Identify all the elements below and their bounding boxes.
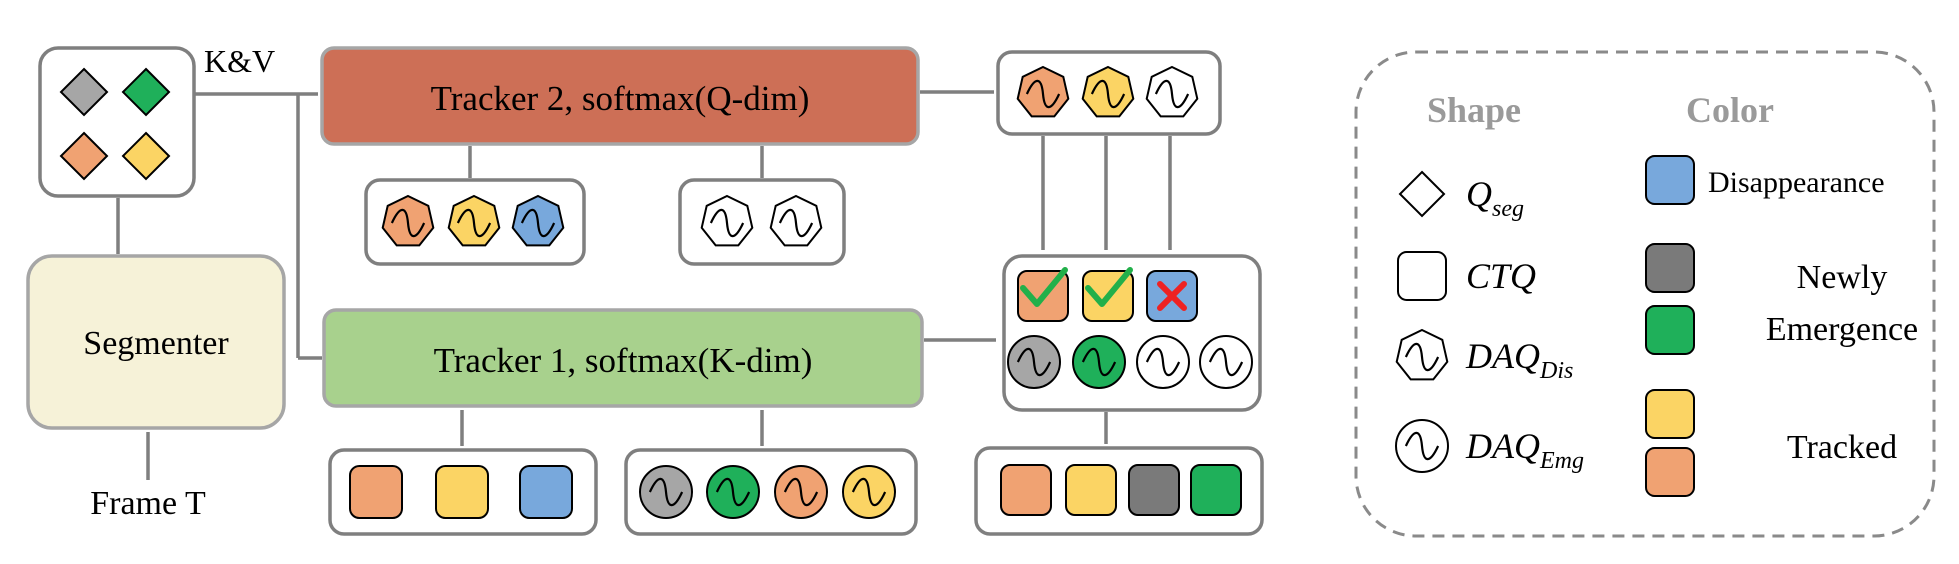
segmenter-label: Segmenter (83, 325, 229, 362)
legend-color-label: Emergence (1766, 311, 1918, 348)
tracker1-input-daq-box (624, 448, 918, 536)
frame-label: Frame T (90, 485, 206, 522)
wave-icon (390, 208, 426, 238)
tracker2-input-new-queries (700, 194, 823, 247)
heptagon-wave-icon (381, 194, 435, 247)
legend-shape-label: CTQ (1466, 256, 1536, 296)
wave-icon (520, 208, 556, 238)
segmenter-query-box (38, 46, 196, 198)
check-icon (1020, 267, 1068, 307)
final-output-queries (1000, 464, 1242, 516)
circle-wave-icon (1072, 335, 1126, 389)
diamond-icon (121, 67, 171, 117)
diamond-icon (121, 131, 171, 181)
legend-color-header: Color (1686, 90, 1774, 130)
legend-shape-symbol: DAQ (1465, 426, 1540, 466)
legend-shape-header: Shape (1427, 90, 1521, 130)
circle-wave-icon (1199, 335, 1253, 389)
tracker2-box (320, 46, 920, 146)
diamond-icon (1398, 170, 1446, 218)
tracker1-box (322, 308, 924, 408)
circle-wave-icon (842, 465, 896, 519)
legend-shape-label: Qseg (1466, 174, 1524, 222)
wave-icon (715, 477, 751, 507)
circle-wave-icon (774, 465, 828, 519)
segmenter-queries (59, 67, 171, 181)
cross-stroke (1157, 281, 1187, 311)
legend-shape-symbol: DAQ (1465, 336, 1540, 376)
heptagon-wave-icon (700, 194, 754, 247)
legend-color-swatch (1645, 389, 1695, 439)
wave-icon (1404, 431, 1440, 461)
wave-icon (709, 208, 745, 238)
tracker2-label: Tracker 2, softmax(Q-dim) (431, 79, 810, 118)
legend-box (1354, 50, 1936, 538)
circle-wave-icon (639, 465, 693, 519)
legend-shape-symbol: CTQ (1466, 256, 1536, 296)
wave-icon (783, 477, 819, 507)
legend-color-label: Tracked (1787, 429, 1897, 466)
legend-shape-symbol: Q (1466, 174, 1492, 214)
wave-icon (1081, 347, 1117, 377)
merge-queries (1007, 267, 1253, 389)
wave-icon (778, 208, 814, 238)
tracker1-label: Tracker 1, softmax(K-dim) (434, 341, 813, 380)
circle-wave-icon (1395, 419, 1449, 473)
wave-icon (1025, 79, 1061, 109)
circle-wave-icon (1136, 335, 1190, 389)
wave-icon (1208, 347, 1244, 377)
rounded-square-icon (1065, 464, 1117, 516)
wave-icon (1404, 342, 1440, 372)
legend-shape-subscript: seg (1492, 196, 1524, 222)
rounded-square-icon (1128, 464, 1180, 516)
heptagon-wave-icon (1016, 65, 1070, 118)
legend-color-swatch (1645, 447, 1695, 497)
wave-icon (648, 477, 684, 507)
tracker2-output-queries (1016, 65, 1199, 118)
rounded-square-icon (435, 465, 489, 519)
legend-color-swatch (1645, 155, 1695, 205)
check-icon (1085, 267, 1133, 307)
kv-label: K&V (204, 43, 275, 79)
heptagon-wave-icon (447, 194, 501, 247)
rounded-square-icon (1397, 251, 1447, 301)
rounded-square-icon (1000, 464, 1052, 516)
legend-shape-subscript: Dis (1539, 358, 1573, 384)
heptagon-wave-icon (1081, 65, 1135, 118)
wave-icon (1154, 79, 1190, 109)
rounded-square-icon (519, 465, 573, 519)
rounded-square-icon (349, 465, 403, 519)
diamond-icon (59, 67, 109, 117)
wave-icon (1090, 79, 1126, 109)
tracker1-input-ctq-queries (349, 465, 573, 519)
connectors (116, 90, 1172, 480)
legend-shape-subscript: Emg (1539, 448, 1584, 474)
legend-color-label: Newly (1797, 259, 1888, 296)
cross-icon (1157, 281, 1187, 311)
segmenter-box (26, 254, 286, 430)
legend-colors: Disappearance Newly Emergence Tracked (1645, 155, 1918, 497)
rounded-square-icon (1190, 464, 1242, 516)
legend-shape-label: DAQEmg (1465, 426, 1584, 474)
tracker1-input-daq-queries (639, 465, 896, 519)
heptagon-wave-icon (769, 194, 823, 247)
circle-wave-icon (706, 465, 760, 519)
wave-icon (1145, 347, 1181, 377)
legend-shape-label: DAQDis (1465, 336, 1573, 384)
heptagon-wave-icon (1395, 328, 1449, 381)
wave-icon (1016, 347, 1052, 377)
heptagon-wave-icon (511, 194, 565, 247)
wave-icon (851, 477, 887, 507)
legend-color-swatch (1645, 243, 1695, 293)
heptagon-wave-icon (1145, 65, 1199, 118)
circle-wave-icon (1007, 335, 1061, 389)
tracker2-input-dis-queries (381, 194, 565, 247)
wave-icon (456, 208, 492, 238)
legend-color-label: Disappearance (1708, 166, 1885, 199)
legend-color-swatch (1645, 305, 1695, 355)
diamond-icon (59, 131, 109, 181)
